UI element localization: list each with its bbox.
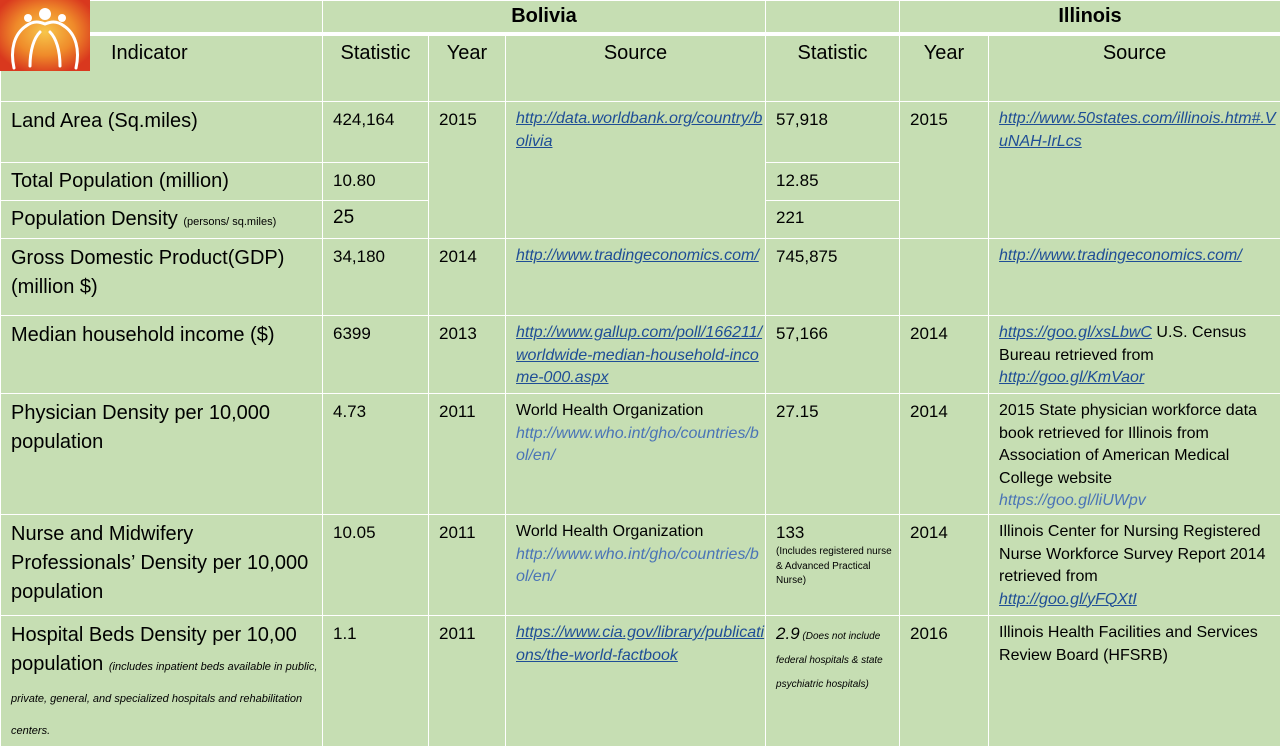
il-stat-cell: 12.85 bbox=[766, 163, 900, 201]
source-text: World Health Organization bbox=[516, 521, 765, 544]
bo-source-cell: http://data.worldbank.org/country/bolivi… bbox=[506, 102, 766, 239]
bo-stat-cell: 34,180 bbox=[323, 239, 429, 316]
table-row: Hospital Beds Density per 10,00 populati… bbox=[1, 616, 1280, 747]
table-row: Median household income ($) 6399 2013 ht… bbox=[1, 316, 1280, 394]
bo-year-cell: 2011 bbox=[429, 616, 506, 747]
source-link[interactable]: http://www.tradingeconomics.com/ bbox=[516, 247, 759, 264]
country-illinois: Illinois bbox=[900, 1, 1280, 34]
table-row: Nurse and Midwifery Professionals’ Densi… bbox=[1, 515, 1280, 616]
indicator-cell: Land Area (Sq.miles) bbox=[1, 102, 323, 163]
indicator-cell: Nurse and Midwifery Professionals’ Densi… bbox=[1, 515, 323, 616]
il-source-cell: Illinois Center for Nursing Registered N… bbox=[989, 515, 1280, 616]
bo-source-cell: http://www.gallup.com/poll/166211/worldw… bbox=[506, 316, 766, 394]
bo-stat-cell: 1.1 bbox=[323, 616, 429, 747]
header-il-source: Source bbox=[989, 34, 1280, 102]
indicator-cell: Population Density (persons/ sq.miles) bbox=[1, 201, 323, 239]
bo-year-cell: 2014 bbox=[429, 239, 506, 316]
indicator-cell: Median household income ($) bbox=[1, 316, 323, 394]
il-source-cell: http://www.tradingeconomics.com/ bbox=[989, 239, 1280, 316]
il-stat-cell: 27.15 bbox=[766, 394, 900, 515]
bo-year-cell: 2011 bbox=[429, 515, 506, 616]
source-link[interactable]: http://www.who.int/gho/countries/bol/en/ bbox=[516, 546, 759, 586]
country-header-row: Bolivia Illinois bbox=[1, 1, 1280, 34]
bo-stat-cell: 6399 bbox=[323, 316, 429, 394]
indicator-cell: Gross Domestic Product(GDP) (million $) bbox=[1, 239, 323, 316]
bo-source-cell: https://www.cia.gov/library/publications… bbox=[506, 616, 766, 747]
source-link[interactable]: https://www.cia.gov/library/publications… bbox=[516, 624, 764, 664]
il-year-cell: 2016 bbox=[900, 616, 989, 747]
source-link[interactable]: http://data.worldbank.org/country/bolivi… bbox=[516, 110, 762, 150]
bo-stat-cell: 10.05 bbox=[323, 515, 429, 616]
il-stat-cell: 133(Includes registered nurse & Advanced… bbox=[766, 515, 900, 616]
source-text: Illinois Health Facilities and Services … bbox=[999, 624, 1258, 664]
il-year-cell: 2014 bbox=[900, 316, 989, 394]
source-link[interactable]: https://goo.gl/xsLbwC bbox=[999, 324, 1152, 341]
column-header-row: Indicator Statistic Year Source Statisti… bbox=[1, 34, 1280, 102]
source-link[interactable]: https://goo.gl/liUWpv bbox=[999, 492, 1146, 509]
header-bo-source: Source bbox=[506, 34, 766, 102]
il-year-cell: 2014 bbox=[900, 515, 989, 616]
bo-year-cell: 2011 bbox=[429, 394, 506, 515]
source-link[interactable]: http://www.who.int/gho/countries/bol/en/ bbox=[516, 425, 759, 465]
il-source-cell: 2015 State physician workforce data book… bbox=[989, 394, 1280, 515]
indicator-cell: Physician Density per 10,000 population bbox=[1, 394, 323, 515]
il-stat-cell: 2.9 (Does not include federal hospitals … bbox=[766, 616, 900, 747]
people-circle-logo bbox=[0, 0, 90, 71]
source-link[interactable]: http://goo.gl/KmVaor bbox=[999, 369, 1144, 386]
source-link[interactable]: http://goo.gl/yFQXtI bbox=[999, 591, 1137, 608]
bo-year-cell: 2015 bbox=[429, 102, 506, 239]
source-link[interactable]: http://www.50states.com/illinois.htm#.Vu… bbox=[999, 110, 1276, 150]
il-year-cell bbox=[900, 239, 989, 316]
il-year-cell: 2015 bbox=[900, 102, 989, 239]
source-text: 2015 State physician workforce data book… bbox=[999, 400, 1280, 490]
bo-stat-cell: 10.80 bbox=[323, 163, 429, 201]
table-row: Land Area (Sq.miles) 424,164 2015 http:/… bbox=[1, 102, 1280, 163]
bo-source-cell: http://www.tradingeconomics.com/ bbox=[506, 239, 766, 316]
stat-note: (Includes registered nurse & Advanced Pr… bbox=[776, 545, 899, 589]
il-year-cell: 2014 bbox=[900, 394, 989, 515]
header-il-year: Year bbox=[900, 34, 989, 102]
source-link[interactable]: http://www.tradingeconomics.com/ bbox=[999, 247, 1242, 264]
bo-stat-cell: 4.73 bbox=[323, 394, 429, 515]
header-bo-year: Year bbox=[429, 34, 506, 102]
table-row: Gross Domestic Product(GDP) (million $) … bbox=[1, 239, 1280, 316]
il-source-cell: http://www.50states.com/illinois.htm#.Vu… bbox=[989, 102, 1280, 239]
indicator-cell: Hospital Beds Density per 10,00 populati… bbox=[1, 616, 323, 747]
il-source-cell: Illinois Health Facilities and Services … bbox=[989, 616, 1280, 747]
il-stat-cell: 221 bbox=[766, 201, 900, 239]
table-row: Physician Density per 10,000 population … bbox=[1, 394, 1280, 515]
header-il-statistic: Statistic bbox=[766, 34, 900, 102]
il-stat-cell: 57,166 bbox=[766, 316, 900, 394]
il-stat-cell: 57,918 bbox=[766, 102, 900, 163]
country-bolivia: Bolivia bbox=[323, 1, 766, 34]
il-source-cell: https://goo.gl/xsLbwC U.S. Census Bureau… bbox=[989, 316, 1280, 394]
indicator-cell: Total Population (million) bbox=[1, 163, 323, 201]
bo-stat-cell: 25 bbox=[323, 201, 429, 239]
bo-year-cell: 2013 bbox=[429, 316, 506, 394]
bo-stat-cell: 424,164 bbox=[323, 102, 429, 163]
source-text: Illinois Center for Nursing Registered N… bbox=[999, 521, 1280, 589]
source-link[interactable]: http://www.gallup.com/poll/166211/worldw… bbox=[516, 324, 762, 386]
il-stat-cell: 745,875 bbox=[766, 239, 900, 316]
source-text: World Health Organization bbox=[516, 400, 765, 423]
header-bo-statistic: Statistic bbox=[323, 34, 429, 102]
blank-divider bbox=[766, 1, 900, 34]
